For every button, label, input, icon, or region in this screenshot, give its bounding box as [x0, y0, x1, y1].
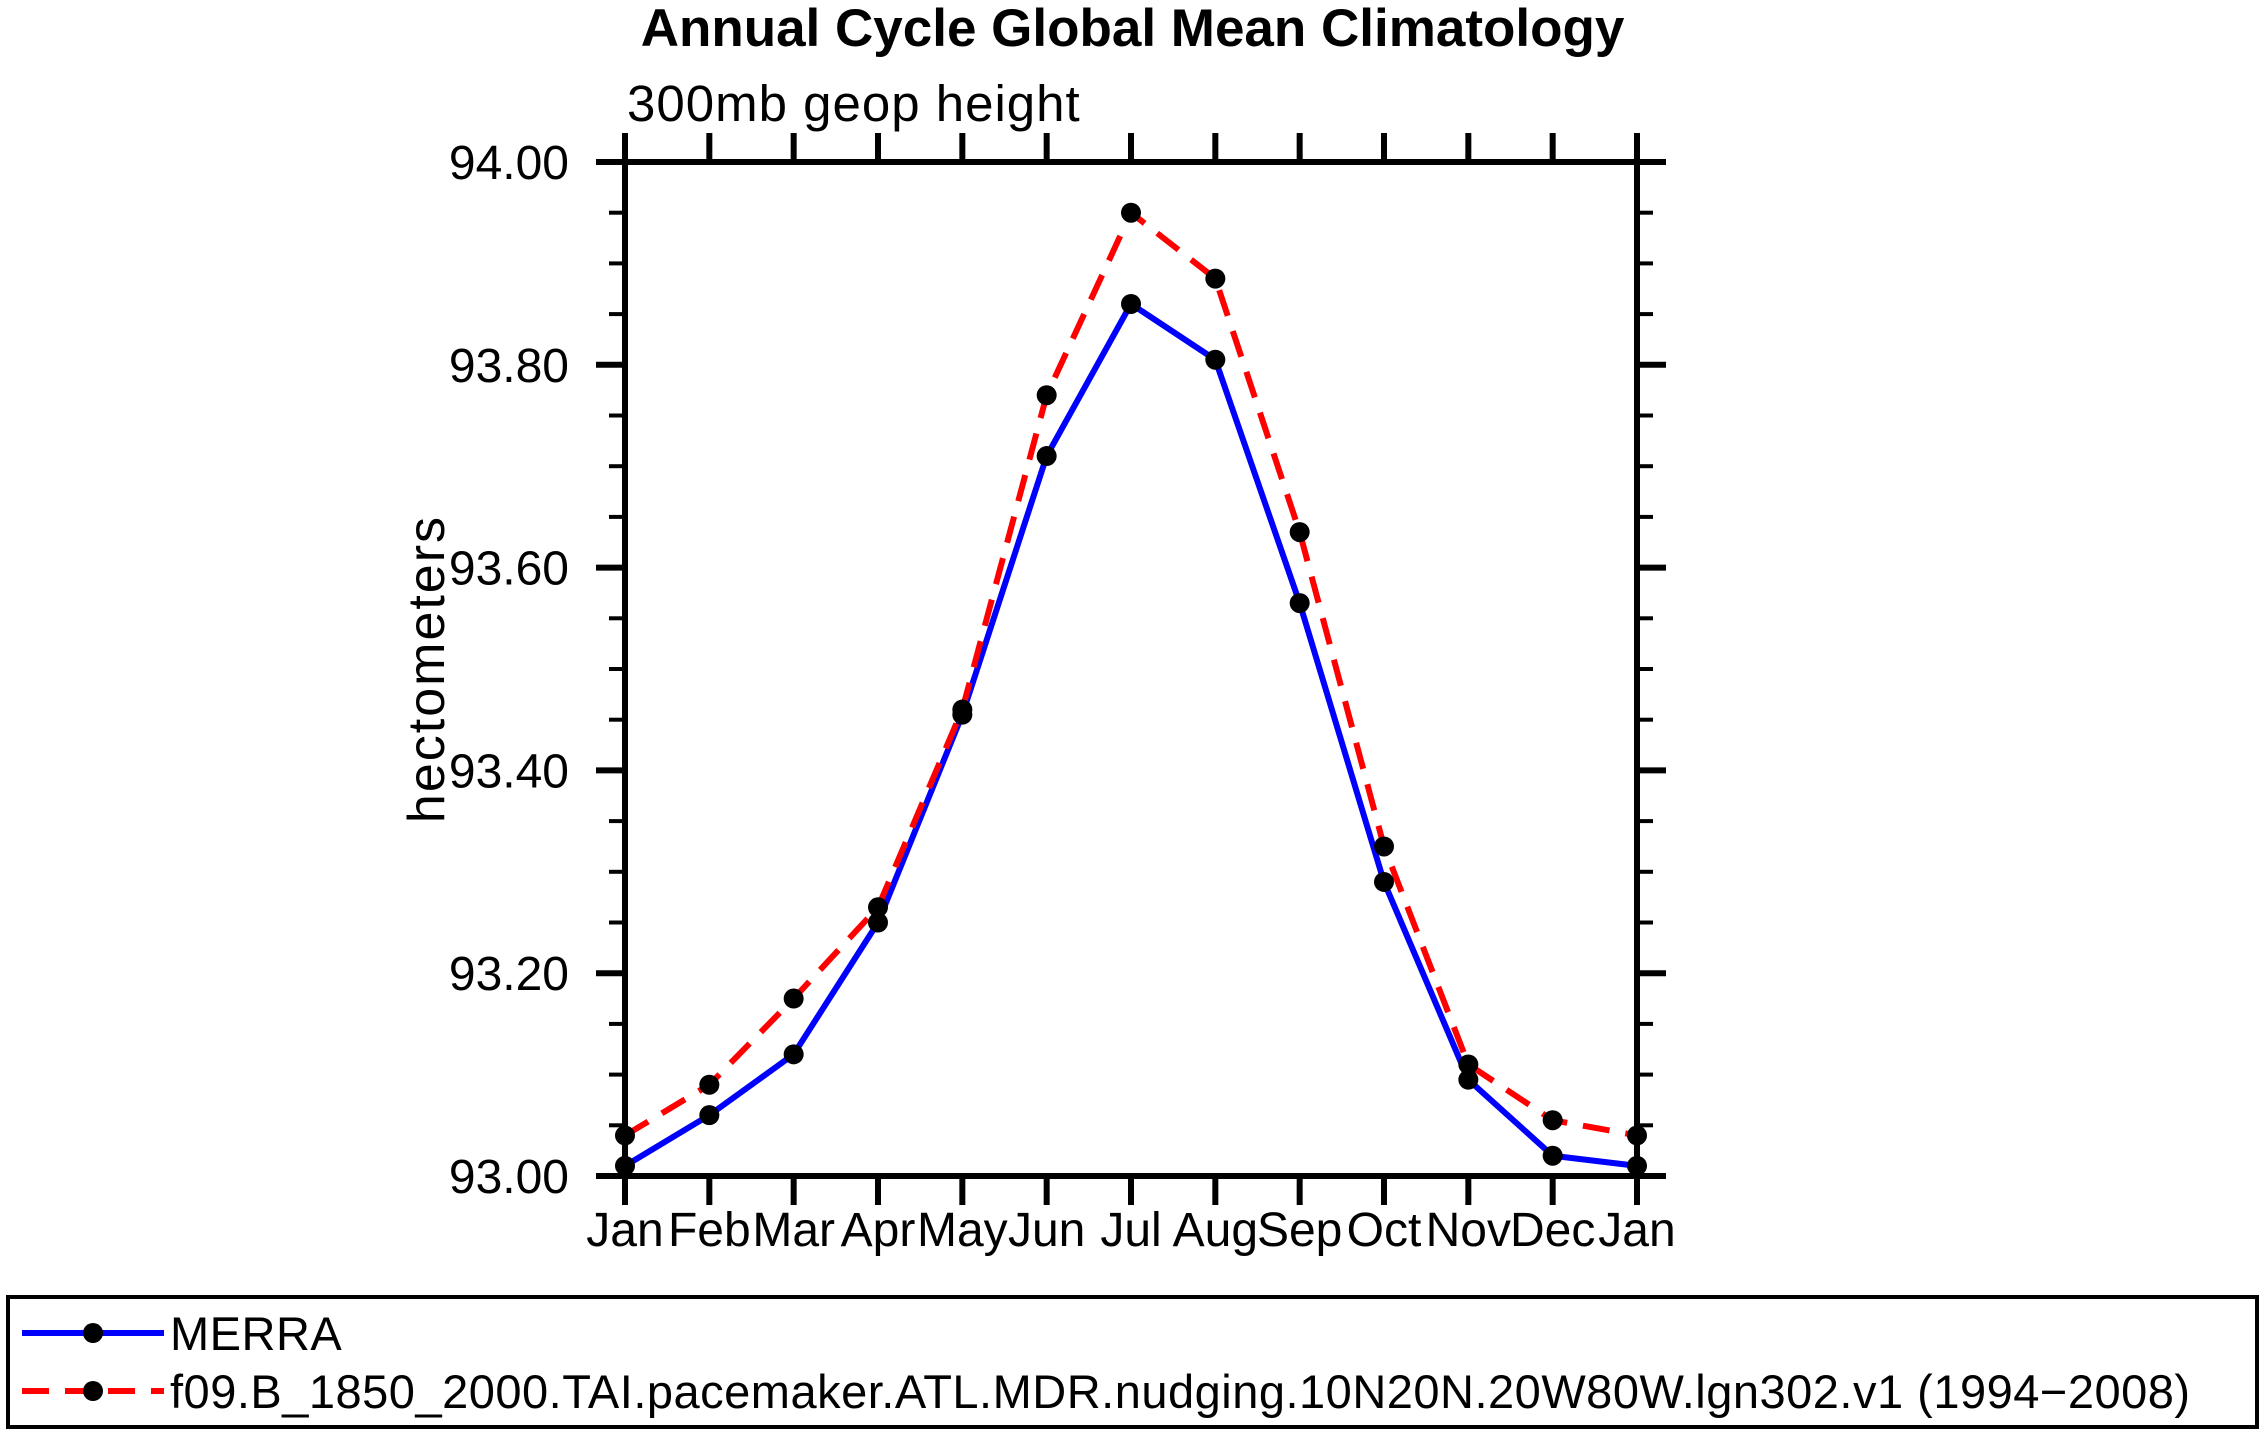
x-tick-label: Jan: [586, 1204, 663, 1257]
legend-label-model: f09.B_1850_2000.TAI.pacemaker.ATL.MDR.nu…: [170, 1364, 2191, 1418]
data-point-marker-s0: [868, 912, 888, 933]
y-tick-label: 94.00: [449, 137, 569, 190]
x-tick-label: Nov: [1426, 1204, 1511, 1257]
legend: MERRA f09.B_1850_2000.TAI.pacemaker.ATL.…: [6, 1295, 2259, 1429]
data-point-marker-s1: [952, 699, 973, 720]
data-point-marker-s1: [699, 1074, 720, 1095]
data-point-marker-s0: [783, 1044, 804, 1065]
legend-label-merra: MERRA: [170, 1306, 343, 1360]
series-line-0: [623, 299, 1638, 1169]
data-point-marker-s1: [1121, 202, 1141, 223]
data-point-marker-s1: [615, 1125, 635, 1146]
x-tick-label: Oct: [1347, 1204, 1422, 1257]
x-tick-label: Jul: [1100, 1204, 1161, 1257]
data-point-marker-s1: [1458, 1054, 1479, 1075]
data-point-marker-s0: [1542, 1145, 1563, 1166]
chart-subtitle: 300mb geop height: [627, 75, 1081, 132]
x-tick-label: Aug: [1173, 1204, 1258, 1257]
x-tick-label: Jun: [1008, 1204, 1085, 1257]
data-point-marker-s1: [1374, 836, 1394, 857]
data-point-marker-s0: [1627, 1155, 1647, 1176]
data-point-marker-s1: [1289, 522, 1310, 543]
data-point-marker-s1: [783, 988, 804, 1009]
data-point-marker-s1: [868, 897, 888, 918]
data-point-marker-s1: [1036, 385, 1057, 406]
series-line-1: [623, 208, 1638, 1139]
y-tick-label: 93.60: [449, 543, 569, 596]
x-tick-label: May: [917, 1204, 1008, 1257]
data-point-marker-s1: [1205, 268, 1226, 289]
x-tick-label: Dec: [1510, 1204, 1595, 1257]
data-point-marker-s0: [1205, 349, 1226, 370]
data-point-marker-s0: [615, 1155, 635, 1176]
y-tick-label: 93.80: [449, 340, 569, 393]
y-tick-label: 93.40: [449, 745, 569, 798]
chart-title: Annual Cycle Global Mean Climatology: [640, 0, 1625, 58]
data-point-marker-s0: [1374, 871, 1394, 892]
data-point-marker-s1: [1627, 1125, 1647, 1146]
data-point-marker-s0: [1458, 1069, 1479, 1090]
x-tick-label: Sep: [1257, 1204, 1342, 1257]
x-tick-label: Mar: [752, 1204, 835, 1257]
data-point-marker-s1: [1542, 1110, 1563, 1131]
y-tick-label: 93.00: [449, 1151, 569, 1204]
legend-line-sample-model: [22, 1381, 164, 1401]
y-axis-title: hectometers: [398, 515, 456, 823]
data-point-marker-s0: [1121, 293, 1141, 314]
legend-item-model: f09.B_1850_2000.TAI.pacemaker.ATL.MDR.nu…: [18, 1364, 2191, 1418]
legend-item-merra: MERRA: [18, 1306, 343, 1360]
legend-line-sample-merra: [22, 1323, 164, 1343]
x-tick-label: Jan: [1598, 1204, 1675, 1257]
data-point-marker-s0: [699, 1105, 720, 1126]
x-tick-label: Feb: [668, 1204, 751, 1257]
data-point-marker-s0: [1036, 446, 1057, 467]
data-point-marker-s0: [1289, 593, 1310, 614]
x-tick-label: Apr: [841, 1204, 916, 1257]
y-tick-label: 93.20: [449, 948, 569, 1001]
plot-frame: [622, 159, 1640, 1179]
